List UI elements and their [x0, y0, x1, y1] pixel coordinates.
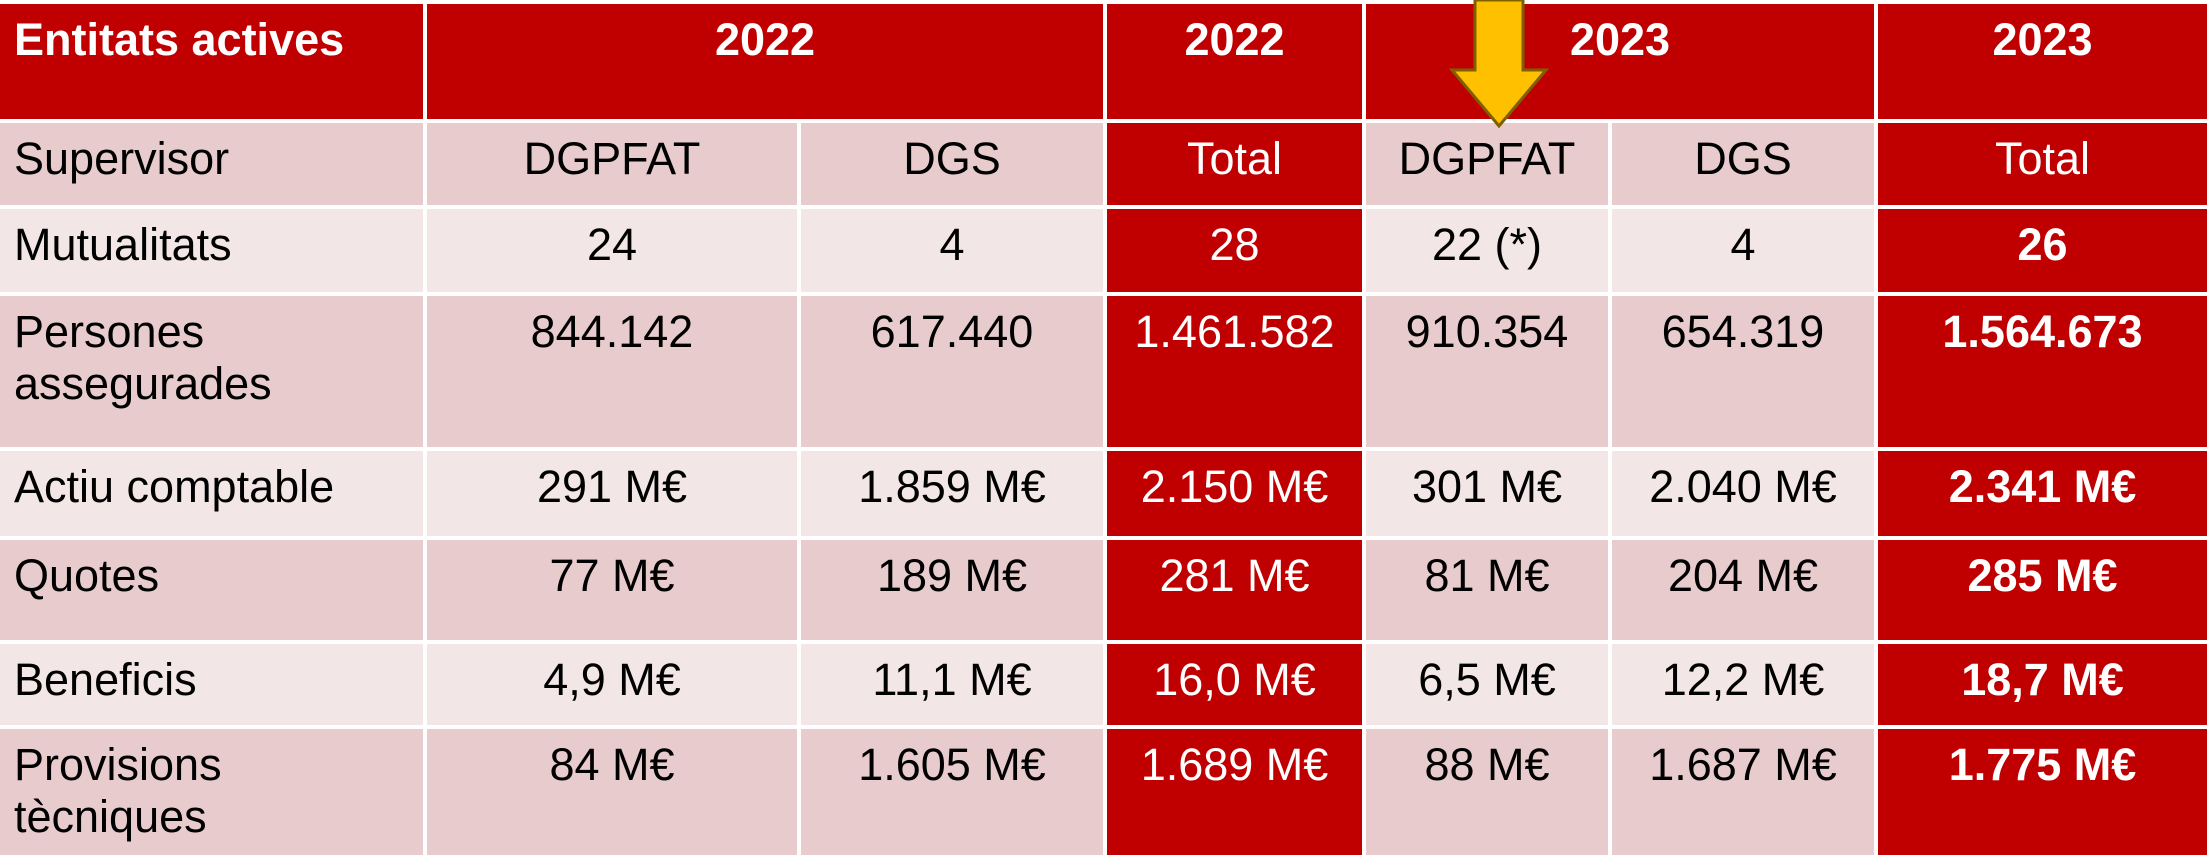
cell: DGS [801, 123, 1103, 205]
cell: DGS [1612, 123, 1874, 205]
cell: DGPFAT [1366, 123, 1608, 205]
row-label: Quotes [0, 540, 423, 640]
cell: 1.689 M€ [1107, 729, 1362, 855]
cell: 1.775 M€ [1878, 729, 2207, 855]
header-cell: Entitats actives [0, 4, 423, 119]
cell: 84 M€ [427, 729, 797, 855]
row-label: Mutualitats [0, 209, 423, 292]
cell: 844.142 [427, 296, 797, 447]
cell: 26 [1878, 209, 2207, 292]
cell: 24 [427, 209, 797, 292]
cell: Total [1107, 123, 1362, 205]
cell: 1.687 M€ [1612, 729, 1874, 855]
cell: 2.341 M€ [1878, 451, 2207, 536]
cell: 285 M€ [1878, 540, 2207, 640]
cell: 301 M€ [1366, 451, 1608, 536]
cell: 2.040 M€ [1612, 451, 1874, 536]
cell: 11,1 M€ [801, 644, 1103, 725]
header-cell: 2022 [427, 4, 1103, 119]
cell: 18,7 M€ [1878, 644, 2207, 725]
cell: 910.354 [1366, 296, 1608, 447]
row-label: Actiu comptable [0, 451, 423, 536]
cell: 204 M€ [1612, 540, 1874, 640]
cell: 4,9 M€ [427, 644, 797, 725]
cell: 1.605 M€ [801, 729, 1103, 855]
cell: 617.440 [801, 296, 1103, 447]
cell: 291 M€ [427, 451, 797, 536]
cell: 6,5 M€ [1366, 644, 1608, 725]
row-label: Supervisor [0, 123, 423, 205]
header-cell: 2023 [1878, 4, 2207, 119]
cell: Total [1878, 123, 2207, 205]
header-cell: 2022 [1107, 4, 1362, 119]
cell: 654.319 [1612, 296, 1874, 447]
row-label: Beneficis [0, 644, 423, 725]
cell: 1.564.673 [1878, 296, 2207, 447]
cell: 12,2 M€ [1612, 644, 1874, 725]
row-label: Provisions tècniques [0, 729, 423, 855]
cell: 16,0 M€ [1107, 644, 1362, 725]
cell: 2.150 M€ [1107, 451, 1362, 536]
cell: 88 M€ [1366, 729, 1608, 855]
cell: 28 [1107, 209, 1362, 292]
row-label: Persones assegurades [0, 296, 423, 447]
cell: 1.859 M€ [801, 451, 1103, 536]
cell: 189 M€ [801, 540, 1103, 640]
cell: 22 (*) [1366, 209, 1608, 292]
cell: 281 M€ [1107, 540, 1362, 640]
cell: 4 [801, 209, 1103, 292]
cell: 77 M€ [427, 540, 797, 640]
cell: DGPFAT [427, 123, 797, 205]
cell: 1.461.582 [1107, 296, 1362, 447]
header-cell: 2023 [1366, 4, 1874, 119]
cell: 4 [1612, 209, 1874, 292]
cell: 81 M€ [1366, 540, 1608, 640]
